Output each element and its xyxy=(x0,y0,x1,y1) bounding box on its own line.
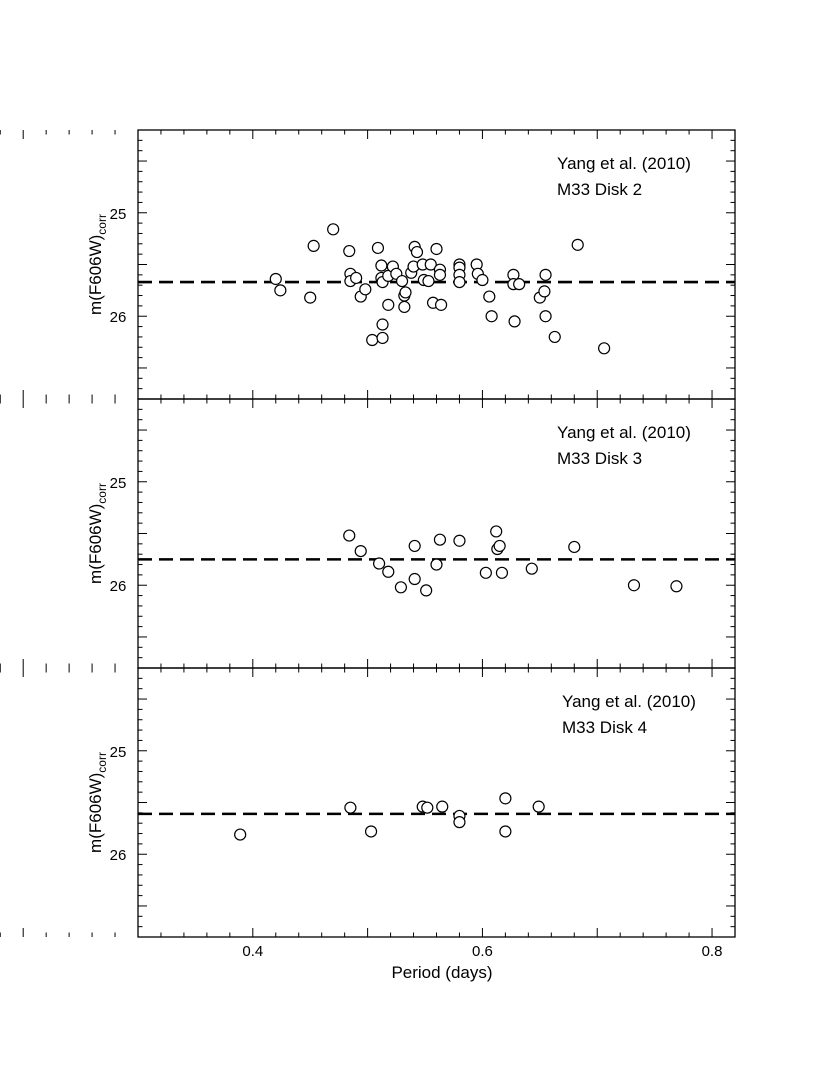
data-point xyxy=(372,557,386,570)
data-point xyxy=(479,566,492,579)
x-tick-label: 0.8 xyxy=(702,943,723,960)
data-point xyxy=(410,245,424,259)
x-tick-label: 0.6 xyxy=(472,943,493,960)
data-point xyxy=(274,284,287,297)
y-tick-label: 25 xyxy=(110,475,127,492)
data-point xyxy=(364,825,378,838)
data-point xyxy=(371,241,385,255)
y-axis-label: m(F606W)corr xyxy=(86,752,109,853)
data-point xyxy=(424,258,437,271)
data-point xyxy=(376,331,389,345)
data-point xyxy=(343,529,356,542)
y-tick-label: 26 xyxy=(110,578,127,595)
data-point xyxy=(430,558,443,571)
data-point xyxy=(375,259,388,272)
data-point xyxy=(493,539,506,553)
data-point xyxy=(513,278,526,291)
data-point xyxy=(422,274,435,288)
data-point xyxy=(453,534,466,547)
data-point xyxy=(548,330,561,344)
data-point xyxy=(525,562,538,575)
panel-annotation: M33 Disk 4 xyxy=(562,718,647,737)
data-point xyxy=(433,268,447,281)
data-point xyxy=(485,310,498,323)
data-point xyxy=(269,272,282,286)
data-point xyxy=(359,283,372,296)
x-tick-label: 0.4 xyxy=(242,943,263,960)
data-point xyxy=(430,242,443,256)
y-axis-label: m(F606W)corr xyxy=(86,483,109,584)
data-point xyxy=(408,572,421,586)
y-axis-label: m(F606W)corr xyxy=(86,214,109,315)
data-point xyxy=(453,275,466,289)
data-point xyxy=(495,566,509,579)
data-point xyxy=(382,565,395,578)
data-point xyxy=(398,300,411,314)
panel-3: 25 26 0.4 0.6 0.8 m(F606W)corr Yang et al. (20… xyxy=(0,667,736,960)
data-point xyxy=(366,333,379,347)
panel-annotation: M33 Disk 3 xyxy=(557,449,642,468)
y-axis-label-subscript: corr xyxy=(95,483,109,504)
data-point xyxy=(476,273,489,287)
data-point xyxy=(408,539,421,553)
data-point xyxy=(571,238,584,251)
data-point xyxy=(376,318,389,331)
data-point xyxy=(382,298,395,311)
y-tick-label: 26 xyxy=(110,847,127,864)
data-point xyxy=(499,792,512,805)
data-point xyxy=(490,525,503,538)
data-point xyxy=(539,310,552,323)
data-point xyxy=(598,342,611,355)
panel-annotation: Yang et al. (2010) xyxy=(562,692,696,711)
data-point xyxy=(343,244,356,258)
y-axis-label-main: m(F606W) xyxy=(86,504,105,584)
data-point xyxy=(453,816,466,829)
data-point xyxy=(304,291,317,304)
panel-annotation: Yang et al. (2010) xyxy=(557,423,691,442)
data-point xyxy=(532,800,545,813)
data-point xyxy=(538,285,551,298)
data-point xyxy=(354,544,367,558)
panel-annotation: M33 Disk 2 xyxy=(557,180,642,199)
data-point xyxy=(568,540,581,554)
data-point xyxy=(433,533,447,546)
data-point xyxy=(399,286,412,299)
y-axis-label-subscript: corr xyxy=(95,214,109,235)
data-point xyxy=(539,268,552,281)
data-point xyxy=(499,825,512,838)
data-point xyxy=(234,828,247,841)
y-axis-label-subscript: corr xyxy=(95,752,109,773)
data-point xyxy=(483,290,496,303)
data-point xyxy=(344,801,357,814)
panel-annotation: Yang et al. (2010) xyxy=(557,154,691,173)
data-point xyxy=(420,584,433,597)
data-point xyxy=(436,800,449,813)
data-point xyxy=(394,581,408,594)
y-tick-label: 25 xyxy=(110,744,127,761)
data-point xyxy=(395,274,409,288)
data-point xyxy=(670,580,683,593)
data-point xyxy=(508,315,521,328)
data-point xyxy=(350,271,363,285)
y-tick-label: 25 xyxy=(110,206,127,223)
y-axis-label-main: m(F606W) xyxy=(86,235,105,315)
data-point xyxy=(627,579,641,592)
data-point xyxy=(307,239,320,252)
data-point xyxy=(327,223,340,236)
y-axis-label-main: m(F606W) xyxy=(86,773,105,853)
y-tick-label: 26 xyxy=(110,309,127,326)
x-axis-label: Period (days) xyxy=(391,963,492,982)
data-point xyxy=(434,298,448,311)
data-point xyxy=(421,801,434,814)
